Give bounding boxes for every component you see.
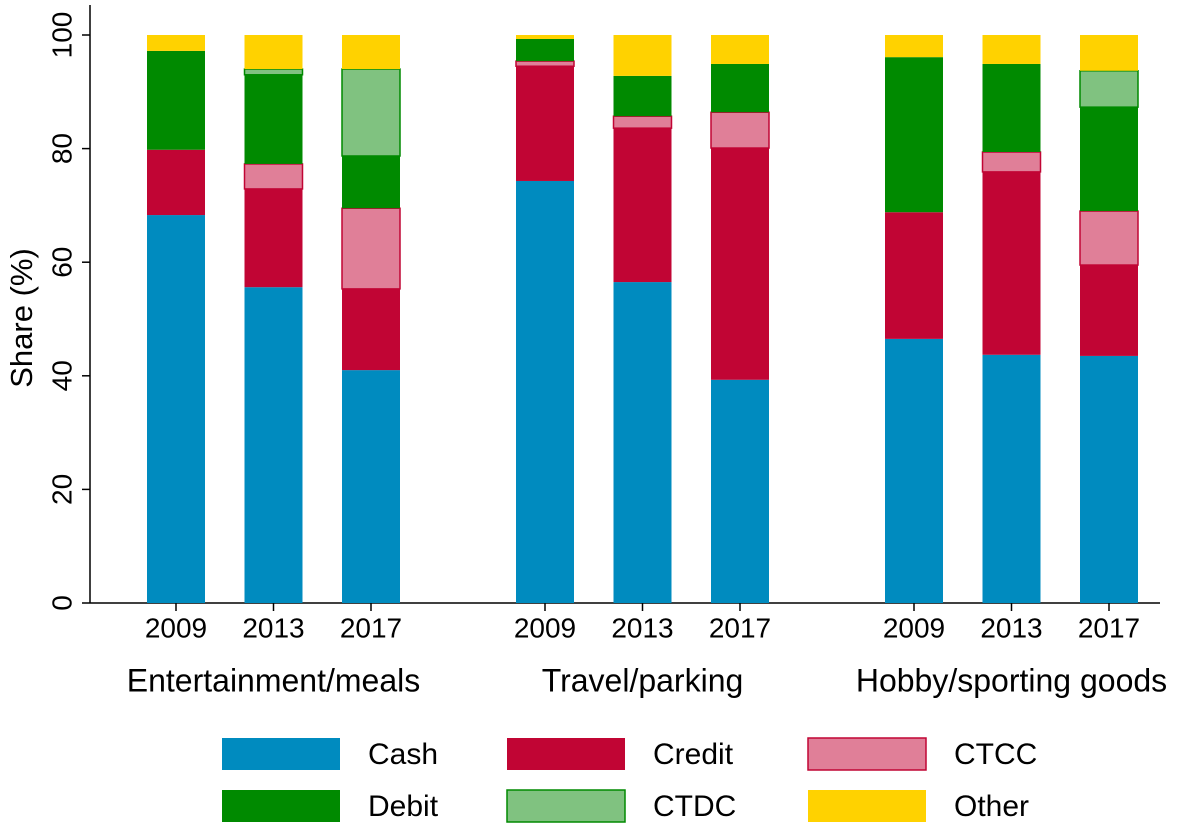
bar-segment (516, 180, 574, 603)
bar-segment (885, 212, 943, 339)
x-tick-label: 2009 (883, 612, 945, 643)
bar-segment (885, 57, 943, 213)
legend-label: Other (954, 790, 1029, 823)
bar-segment (982, 171, 1041, 355)
y-tick-label: 40 (46, 360, 77, 391)
bar-segment (711, 148, 769, 380)
bar-segment (885, 338, 943, 603)
y-tick-label: 0 (46, 595, 77, 611)
bar-segment (244, 74, 303, 164)
bar-segment (613, 282, 672, 603)
bar-segment (342, 35, 400, 70)
bar-segment (147, 50, 205, 150)
y-tick-label: 100 (46, 12, 77, 59)
bar-segment (981, 151, 1042, 173)
legend-swatch (807, 737, 927, 771)
bar-segment (1080, 265, 1138, 356)
x-tick-label: 2017 (709, 612, 771, 643)
bar-segment (342, 288, 400, 371)
bar-segment (982, 354, 1041, 603)
group-label: Travel/parking (542, 662, 744, 698)
bar-segment (1079, 210, 1139, 266)
legend-swatch (506, 789, 626, 823)
y-axis-label: Share (%) (4, 248, 39, 388)
legend-label: CTCC (954, 738, 1037, 771)
bar-segment (710, 111, 770, 149)
legend-swatch (507, 738, 625, 770)
bar-segment (516, 38, 574, 62)
bar-segment (1080, 107, 1138, 212)
bar-segment (341, 68, 401, 157)
bar-segment (243, 68, 304, 76)
bar-segment (516, 35, 574, 39)
bar-segment (147, 215, 205, 603)
bar-segment (342, 155, 400, 209)
group-label: Hobby/sporting goods (856, 662, 1167, 698)
bar-segment (711, 379, 769, 603)
bar-segment (982, 63, 1041, 153)
bar-segment (711, 35, 769, 64)
group-label: Entertainment/meals (127, 662, 420, 698)
x-tick-label: 2017 (340, 612, 402, 643)
bar-segment (982, 35, 1041, 64)
x-tick-label: 2013 (980, 612, 1042, 643)
bar-segment (613, 35, 672, 76)
legend-label: Cash (368, 738, 438, 771)
bar-segment (613, 75, 672, 117)
bar-segment (1080, 35, 1138, 71)
bar-segment (1079, 70, 1139, 108)
bar-segment (711, 63, 769, 113)
bar-segment (516, 66, 574, 181)
x-tick-label: 2009 (514, 612, 576, 643)
bar-segment (612, 115, 673, 129)
y-tick-label: 20 (46, 474, 77, 505)
legend-swatch (808, 790, 926, 822)
bar-segment (244, 35, 303, 70)
x-tick-label: 2009 (145, 612, 207, 643)
bar-segment (243, 163, 304, 190)
legend-label: Credit (653, 738, 734, 771)
bar-segment (1080, 355, 1138, 603)
bar-segment (147, 149, 205, 216)
bar-segment (885, 35, 943, 58)
legend-label: Debit (368, 790, 439, 823)
legend-swatch (222, 738, 340, 770)
bar-segment (342, 370, 400, 603)
bar-segment (613, 128, 672, 283)
bar-segment (244, 287, 303, 603)
legend-label: CTDC (653, 790, 736, 823)
bar-segment (515, 60, 575, 67)
legend-swatch (222, 790, 340, 822)
bar-segment (244, 188, 303, 288)
y-tick-label: 60 (46, 247, 77, 278)
x-tick-label: 2017 (1078, 612, 1140, 643)
x-tick-label: 2013 (242, 612, 304, 643)
bar-segment (147, 35, 205, 51)
y-tick-label: 80 (46, 133, 77, 164)
bar-segment (341, 207, 401, 290)
x-tick-label: 2013 (611, 612, 673, 643)
